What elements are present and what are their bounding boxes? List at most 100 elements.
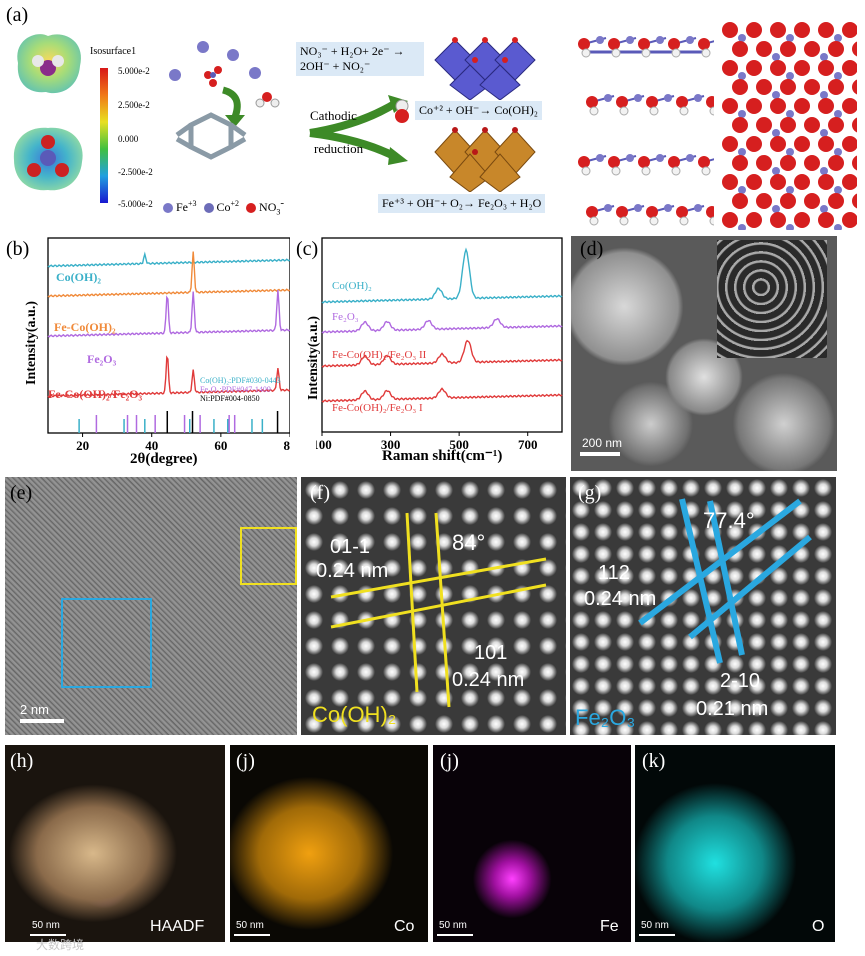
xrd-ref-ni: Ni:PDF#004-0850 bbox=[200, 394, 260, 403]
eds-o-scale-bar bbox=[639, 934, 675, 936]
reaction-2-text: Co⁺² + OH⁻→ Co(OH)₂ bbox=[419, 103, 538, 117]
oxygen-atom bbox=[842, 98, 857, 114]
iron-atom bbox=[786, 148, 794, 156]
oxygen-atom bbox=[698, 156, 710, 168]
lattice-g-d2: 0.21 nm bbox=[696, 698, 769, 720]
cobalt-atom bbox=[664, 94, 672, 102]
cobalt-atom bbox=[626, 154, 634, 162]
oxygen-atom bbox=[578, 38, 590, 50]
hydrogen-atom bbox=[709, 216, 714, 226]
lattice-f-angle: 84° bbox=[452, 530, 486, 555]
iron-atom bbox=[786, 186, 794, 194]
fe2o3-octahedra bbox=[434, 127, 536, 192]
iron-atom bbox=[786, 72, 794, 80]
oxygen-atom bbox=[842, 136, 857, 152]
lattice-g-angle: 77.4° bbox=[703, 508, 755, 533]
cobalt-atom bbox=[656, 36, 664, 44]
fe-ion-sup: +3 bbox=[188, 199, 197, 208]
iron-atom bbox=[786, 224, 794, 230]
hrtem-scale-bar bbox=[20, 719, 64, 723]
hydrogen-atom bbox=[709, 106, 714, 116]
oxygen-atom bbox=[722, 98, 738, 114]
oxygen-atom bbox=[794, 22, 810, 38]
oxygen-atom bbox=[804, 155, 820, 171]
oxygen-atom bbox=[770, 174, 786, 190]
eds-o-scale: 50 nm bbox=[641, 920, 669, 931]
hydrogen-atom bbox=[701, 48, 711, 58]
lattice-f-phase: Co(OH)₂ bbox=[312, 702, 397, 727]
oxygen-atom bbox=[586, 206, 598, 218]
hydrogen-atom bbox=[671, 48, 681, 58]
eds-haadf-scale-bar bbox=[30, 934, 66, 936]
hrtem-roi-blue bbox=[61, 598, 152, 688]
co-ion-label: Co bbox=[216, 200, 231, 214]
plot-frame bbox=[321, 237, 563, 433]
iron-atom bbox=[820, 167, 828, 175]
crystal-structure-cooh2 bbox=[578, 36, 714, 226]
oxygen-atom bbox=[676, 96, 688, 108]
oxygen-atom bbox=[842, 60, 857, 76]
oxygen-atom bbox=[722, 22, 738, 38]
eds-o bbox=[635, 745, 835, 942]
xrd-ylabel: Intensity(a.u.) bbox=[24, 300, 39, 385]
hydrogen-atom bbox=[649, 216, 659, 226]
hydrogen-atom bbox=[611, 48, 621, 58]
eds-co bbox=[230, 745, 428, 942]
eds-o-label: O bbox=[812, 918, 825, 935]
panel-label-a: (a) bbox=[6, 4, 29, 26]
oxygen-atom bbox=[818, 136, 834, 152]
oxygen-atom bbox=[698, 38, 710, 50]
series-line bbox=[321, 317, 563, 334]
reaction-1-text: NO₃⁻ + H₂O+ 2e⁻ → 2OH⁻ + NO₂⁻ bbox=[300, 44, 405, 73]
oxygen-atom bbox=[804, 193, 820, 209]
oxygen-atom bbox=[828, 193, 844, 209]
esp-molecule-bottom bbox=[13, 127, 83, 191]
iron-atom bbox=[834, 72, 842, 80]
sem-scale-label: 200 nm bbox=[582, 436, 623, 450]
iron-atom bbox=[738, 72, 746, 80]
reduction-label: reduction bbox=[314, 141, 364, 156]
cobalt-atom bbox=[694, 204, 702, 212]
oxygen-atom bbox=[722, 136, 738, 152]
x-tick-label: 100 bbox=[316, 437, 332, 452]
no3-ion-label: NO bbox=[259, 200, 277, 214]
iron-atom bbox=[834, 224, 842, 230]
oxygen-atom bbox=[746, 212, 762, 228]
iron-atom bbox=[786, 34, 794, 42]
oxygen-atom bbox=[578, 156, 590, 168]
hydrogen-atom bbox=[611, 166, 621, 176]
oxygen-atom bbox=[608, 156, 620, 168]
fe-ion-dot bbox=[163, 203, 173, 214]
xrd-label-composite: Fe-Co(OH)₂/Fe₂O₃ bbox=[48, 387, 143, 401]
oxygen-atom bbox=[842, 212, 857, 228]
colorbar-tick-1: 2.500e-2 bbox=[118, 100, 150, 110]
iron-atom bbox=[738, 224, 746, 230]
oxygen-atom bbox=[756, 41, 772, 57]
x-tick-label: 500 bbox=[449, 437, 469, 452]
sem-inset bbox=[717, 240, 827, 358]
oxygen-atom bbox=[828, 155, 844, 171]
panel-label-j2: (j) bbox=[440, 750, 459, 772]
oxygen-atom bbox=[616, 96, 628, 108]
hydrogen-atom bbox=[589, 106, 599, 116]
oxygen-atom bbox=[756, 117, 772, 133]
xrd-ref-fe2o3: Fe₂O₃:PDF#047-1409 bbox=[200, 385, 271, 394]
raman-label-cooh2: Co(OH)₂ bbox=[332, 280, 372, 292]
iron-atom bbox=[738, 110, 746, 118]
cathodic-reduction-arrows bbox=[309, 95, 408, 165]
cobalt-atom bbox=[604, 204, 612, 212]
xrd-label-fe2o3: Fe₂O₃ bbox=[87, 352, 117, 366]
cobalt-atom bbox=[596, 36, 604, 44]
iron-atom bbox=[738, 186, 746, 194]
oxygen-atom bbox=[818, 212, 834, 228]
oxygen-atom bbox=[852, 193, 857, 209]
oxygen-atom bbox=[732, 193, 748, 209]
hydrogen-atom bbox=[619, 106, 629, 116]
eds-fe-scale: 50 nm bbox=[439, 920, 467, 931]
oxygen-atom bbox=[638, 38, 650, 50]
oxygen-atom bbox=[804, 79, 820, 95]
hydrogen-atom bbox=[649, 106, 659, 116]
cobalt-atom bbox=[634, 204, 642, 212]
hydrogen-atom bbox=[701, 166, 711, 176]
oxygen-atom bbox=[794, 60, 810, 76]
